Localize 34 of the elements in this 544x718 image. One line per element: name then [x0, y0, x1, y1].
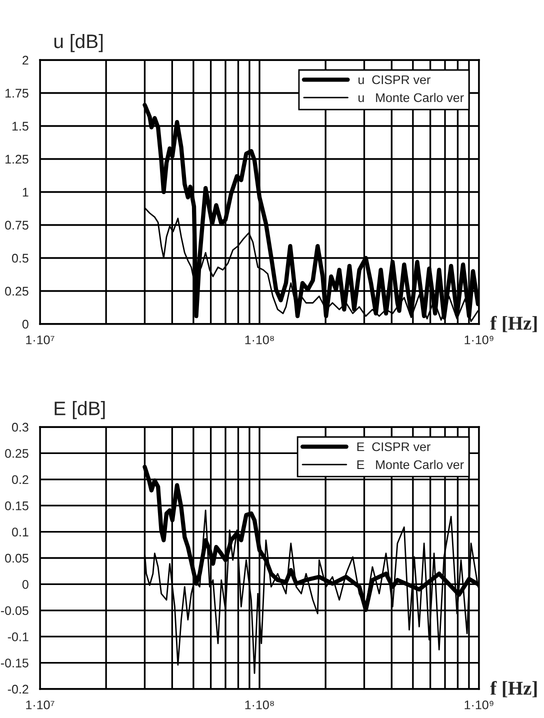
y-tick-label: 0.1: [12, 528, 28, 536]
y-tick-label: 0.05: [5, 554, 28, 563]
legend-label: E Monte Carlo ver: [357, 460, 464, 470]
x-tick-label: 1·10⁷: [26, 335, 54, 344]
y-tick-label: 2: [22, 56, 28, 65]
y-tick-label: 0.3: [12, 422, 28, 432]
y-tick-label: -0.15: [0, 658, 28, 668]
y-tick-label: 1.5: [12, 122, 28, 131]
y-tick-label: -0.2: [8, 684, 28, 694]
y-tick-label: -0.05: [0, 606, 28, 616]
legend-label: u CISPR ver: [358, 75, 430, 84]
y-tick-label: 0.2: [12, 475, 28, 484]
x-axis-title: f [Hz]: [490, 316, 537, 332]
x-tick-label: 1·10⁹: [464, 700, 494, 710]
y-tick-label: 0.75: [5, 220, 28, 230]
x-tick-label: 1·10⁸: [245, 335, 274, 344]
y-tick-label: 0.5: [12, 254, 28, 263]
y-tick-label: 0.25: [5, 286, 28, 296]
legend-label: u Monte Carlo ver: [358, 92, 464, 102]
legend-label: E CISPR ver: [357, 442, 430, 452]
x-tick-label: 1·10⁸: [245, 700, 274, 710]
y-tick-label: 0.25: [5, 449, 28, 458]
y-tick-label: 0: [22, 580, 28, 589]
x-axis-title: f [Hz]: [490, 680, 537, 698]
y-axis-title: E [dB]: [54, 401, 105, 420]
x-tick-label: 1·10⁹: [464, 335, 494, 344]
y-tick-label: -0.1: [8, 632, 28, 642]
y-tick-label: 1.75: [6, 88, 28, 98]
y-tick-label: 0: [22, 320, 28, 329]
y-tick-label: 0.15: [5, 501, 28, 510]
y-axis-title: u [dB]: [54, 34, 103, 52]
y-tick-label: 1: [22, 188, 28, 197]
y-tick-label: 1.25: [6, 154, 28, 164]
x-tick-label: 1·10⁷: [26, 700, 54, 710]
